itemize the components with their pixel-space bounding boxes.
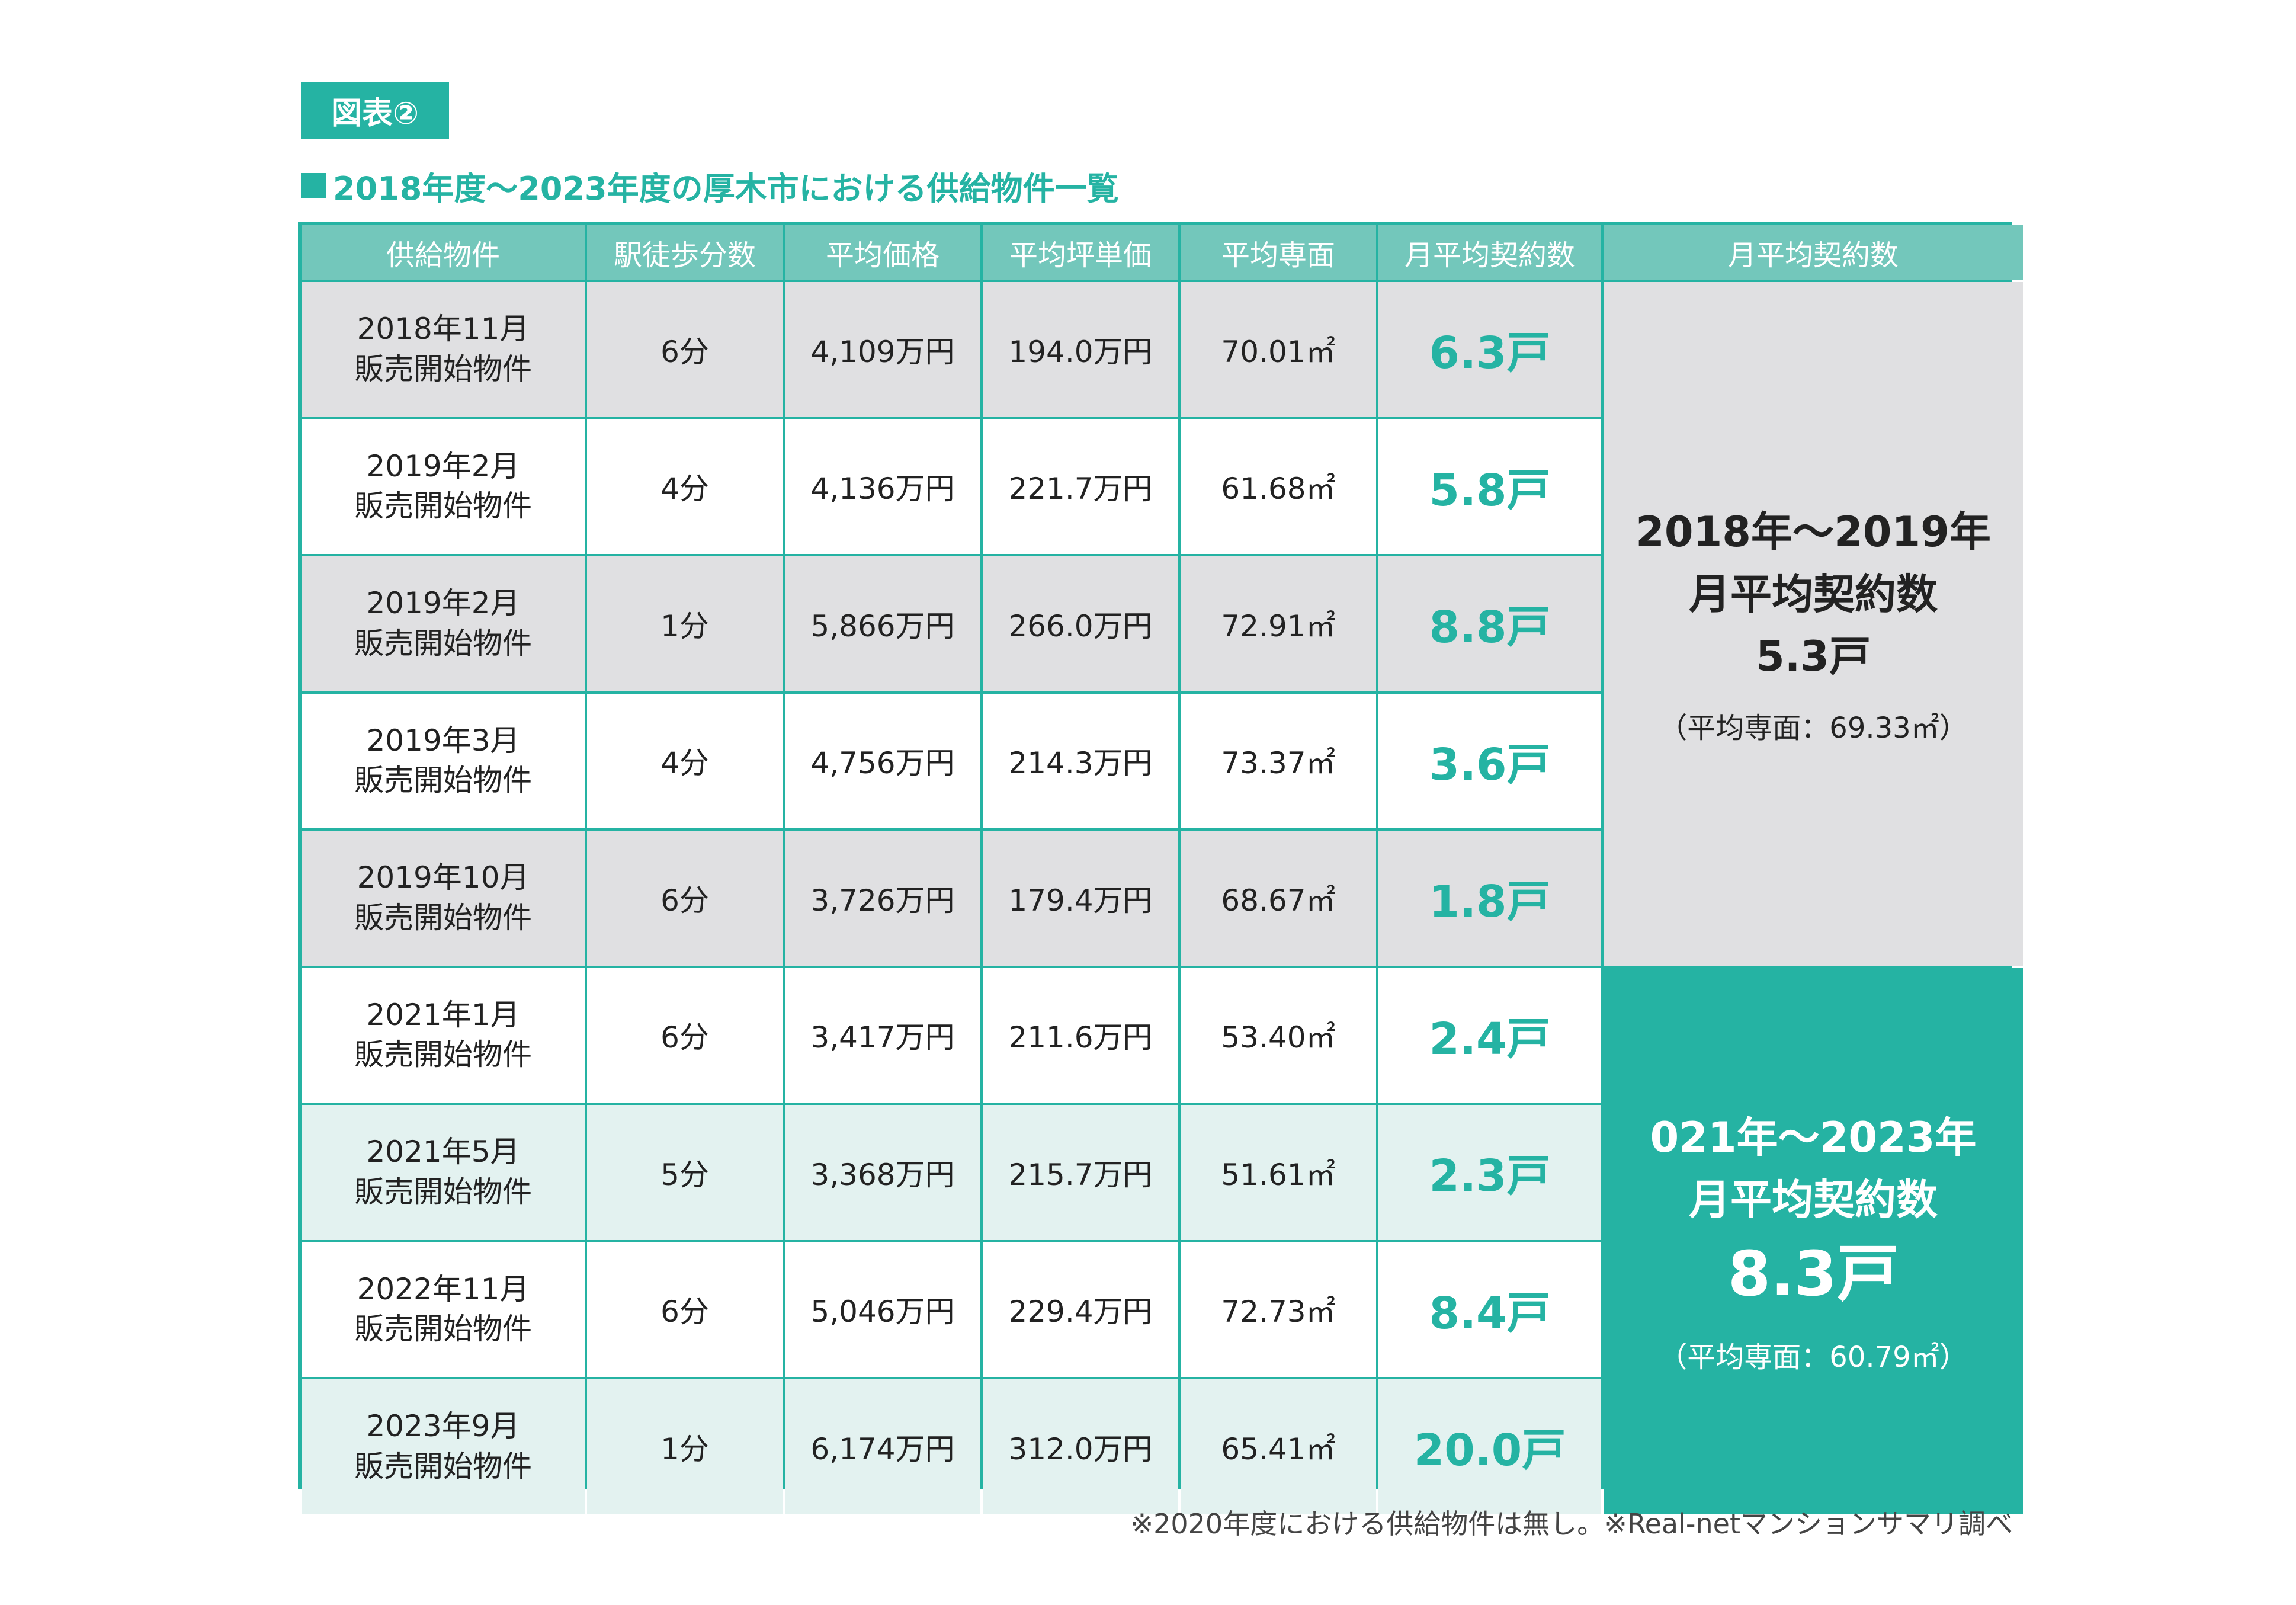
- sales-cell: 8.4戸: [1378, 1242, 1601, 1377]
- price-cell: 4,136万円: [785, 419, 980, 554]
- property-label: 販売開始物件: [354, 1037, 532, 1072]
- summary-value: 5.3戸: [1755, 632, 1871, 681]
- property-cell: 2019年10月 販売開始物件: [302, 831, 585, 966]
- property-label: 販売開始物件: [354, 1174, 532, 1209]
- tsubo-cell: 215.7万円: [983, 1105, 1178, 1240]
- header-price: 平均価格: [785, 225, 980, 280]
- area-cell: 70.01㎡: [1181, 282, 1376, 417]
- tsubo-cell: 194.0万円: [983, 282, 1178, 417]
- header-tsubo: 平均坪単価: [983, 225, 1178, 280]
- figure-label: 図表②: [301, 82, 449, 139]
- tsubo-cell: 229.4万円: [983, 1242, 1178, 1377]
- header-walk: 駅徒歩分数: [587, 225, 783, 280]
- area-cell: 51.61㎡: [1181, 1105, 1376, 1240]
- tsubo-cell: 214.3万円: [983, 693, 1178, 828]
- square-bullet-icon: [301, 173, 326, 198]
- summary-period: 021年～2023年: [1650, 1113, 1977, 1162]
- price-cell: 5,046万円: [785, 1242, 980, 1377]
- summary-label: 月平均契約数: [1689, 1175, 1938, 1224]
- summary-value: 8.3戸: [1727, 1237, 1899, 1310]
- property-label: 販売開始物件: [354, 900, 532, 935]
- price-cell: 5,866万円: [785, 556, 980, 691]
- area-cell: 73.37㎡: [1181, 693, 1376, 828]
- walk-cell: 6分: [587, 1242, 783, 1377]
- footnote: ※2020年度における供給物件は無し。※Real-netマンションサマリ調べ: [1130, 1508, 2013, 1540]
- area-cell: 68.67㎡: [1181, 831, 1376, 966]
- walk-cell: 6分: [587, 831, 783, 966]
- area-cell: 72.91㎡: [1181, 556, 1376, 691]
- walk-cell: 4分: [587, 693, 783, 828]
- title-text: 2018年度～2023年度の厚木市における供給物件一覧: [333, 169, 1119, 207]
- property-label: 販売開始物件: [354, 489, 532, 524]
- property-table: 供給物件 駅徒歩分数 平均価格 平均坪単価 平均専面 月平均契約数 月平均契約数…: [298, 222, 2023, 1514]
- sales-cell: 5.8戸: [1378, 419, 1601, 554]
- property-label: 販売開始物件: [354, 763, 532, 798]
- property-date: 2019年2月: [366, 448, 520, 483]
- property-label: 販売開始物件: [354, 626, 532, 661]
- summary-label: 月平均契約数: [1689, 570, 1938, 619]
- summary-2021-2023: 021年～2023年 月平均契約数 8.3戸 （平均専面：60.79㎡）: [1604, 968, 2023, 1514]
- property-cell: 2019年2月 販売開始物件: [302, 419, 585, 554]
- sales-cell: 2.3戸: [1378, 1105, 1601, 1240]
- property-cell: 2021年5月 販売開始物件: [302, 1105, 585, 1240]
- sales-cell: 2.4戸: [1378, 968, 1601, 1103]
- property-date: 2021年5月: [366, 1135, 520, 1170]
- property-date: 2019年10月: [357, 860, 530, 895]
- property-cell: 2022年11月 販売開始物件: [302, 1242, 585, 1377]
- property-date: 2018年11月: [357, 312, 530, 347]
- area-cell: 53.40㎡: [1181, 968, 1376, 1103]
- page-title: 2018年度～2023年度の厚木市における供給物件一覧: [301, 160, 1119, 211]
- summary-period: 2018年～2019年: [1636, 508, 1991, 557]
- property-date: 2021年1月: [366, 997, 520, 1032]
- walk-cell: 5分: [587, 1105, 783, 1240]
- area-cell: 72.73㎡: [1181, 1242, 1376, 1377]
- header-area: 平均専面: [1181, 225, 1376, 280]
- header-property: 供給物件: [302, 225, 585, 280]
- price-cell: 6,174万円: [785, 1379, 980, 1514]
- walk-cell: 1分: [587, 1379, 783, 1514]
- walk-cell: 1分: [587, 556, 783, 691]
- property-cell: 2019年2月 販売開始物件: [302, 556, 585, 691]
- tsubo-cell: 221.7万円: [983, 419, 1178, 554]
- walk-cell: 6分: [587, 968, 783, 1103]
- property-date: 2019年3月: [366, 723, 520, 758]
- summary-2018-2019: 2018年～2019年 月平均契約数 5.3戸 （平均専面：69.33㎡）: [1604, 282, 2023, 966]
- property-label: 販売開始物件: [354, 351, 532, 386]
- price-cell: 4,109万円: [785, 282, 980, 417]
- area-cell: 61.68㎡: [1181, 419, 1376, 554]
- header-summary: 月平均契約数: [1604, 225, 2023, 280]
- property-cell: 2019年3月 販売開始物件: [302, 693, 585, 828]
- property-cell: 2018年11月 販売開始物件: [302, 282, 585, 417]
- summary-area: （平均専面：69.33㎡）: [1659, 712, 1968, 745]
- property-cell: 2023年9月 販売開始物件: [302, 1379, 585, 1514]
- property-date: 2019年2月: [366, 586, 520, 621]
- sales-cell: 20.0戸: [1378, 1379, 1601, 1514]
- summary-area: （平均専面：60.79㎡）: [1659, 1341, 1968, 1375]
- property-label: 販売開始物件: [354, 1312, 532, 1347]
- price-cell: 3,726万円: [785, 831, 980, 966]
- walk-cell: 6分: [587, 282, 783, 417]
- property-date: 2023年9月: [366, 1409, 520, 1444]
- tsubo-cell: 312.0万円: [983, 1379, 1178, 1514]
- tsubo-cell: 266.0万円: [983, 556, 1178, 691]
- sales-cell: 8.8戸: [1378, 556, 1601, 691]
- tsubo-cell: 179.4万円: [983, 831, 1178, 966]
- sales-cell: 3.6戸: [1378, 693, 1601, 828]
- price-cell: 3,368万円: [785, 1105, 980, 1240]
- price-cell: 3,417万円: [785, 968, 980, 1103]
- price-cell: 4,756万円: [785, 693, 980, 828]
- sales-cell: 6.3戸: [1378, 282, 1601, 417]
- walk-cell: 4分: [587, 419, 783, 554]
- property-cell: 2021年1月 販売開始物件: [302, 968, 585, 1103]
- area-cell: 65.41㎡: [1181, 1379, 1376, 1514]
- tsubo-cell: 211.6万円: [983, 968, 1178, 1103]
- property-label: 販売開始物件: [354, 1449, 532, 1484]
- property-date: 2022年11月: [357, 1271, 530, 1306]
- header-sales: 月平均契約数: [1378, 225, 1601, 280]
- sales-cell: 1.8戸: [1378, 831, 1601, 966]
